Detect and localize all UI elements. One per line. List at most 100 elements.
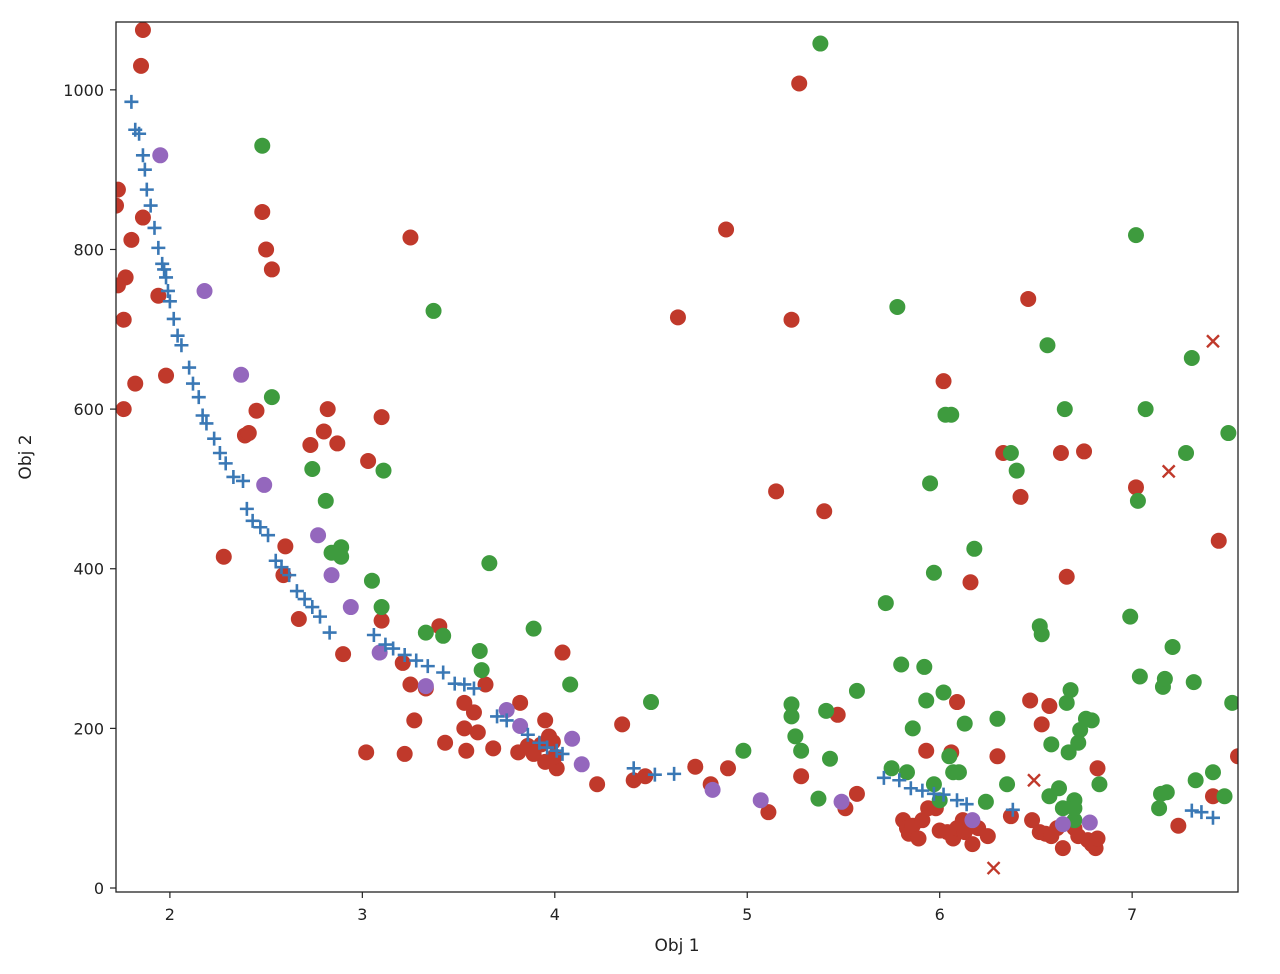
data-point [1089, 760, 1106, 777]
data-point [162, 294, 177, 309]
data-point [916, 658, 933, 675]
data-point [1058, 694, 1075, 711]
data-point [918, 742, 935, 759]
data-point [1054, 816, 1071, 833]
data-point [637, 768, 654, 785]
data-point [147, 220, 162, 235]
data-point [614, 716, 631, 733]
data-point [458, 742, 475, 759]
data-point [1012, 488, 1029, 505]
data-point [1076, 443, 1093, 460]
data-point [375, 462, 392, 479]
data-point [397, 647, 412, 662]
data-point [877, 595, 894, 612]
y-axis: 0 200 400 600 800 1000 [63, 81, 116, 898]
data-point [977, 793, 994, 810]
data-point [1033, 626, 1050, 643]
data-point [378, 637, 393, 652]
data-point [498, 702, 515, 719]
data-point [1027, 773, 1041, 788]
x-tick-label: 4 [550, 905, 560, 924]
data-point [936, 787, 951, 802]
data-point [127, 375, 144, 392]
data-point [1058, 568, 1075, 585]
data-point [950, 764, 967, 781]
data-point [816, 503, 833, 520]
data-point [207, 431, 222, 446]
data-point [253, 520, 268, 535]
data-point [322, 625, 337, 640]
data-point [139, 182, 154, 197]
data-point [116, 277, 126, 294]
data-point [212, 446, 227, 461]
data-point [1187, 772, 1204, 789]
data-point [1210, 532, 1227, 549]
data-point [889, 298, 906, 315]
data-point [848, 785, 865, 802]
data-point [158, 367, 175, 384]
data-point [160, 283, 175, 298]
data-point [1091, 776, 1108, 793]
y-tick-label: 600 [73, 400, 104, 419]
data-point [239, 501, 254, 516]
series-4 [986, 334, 1220, 875]
data-point [1185, 674, 1202, 691]
data-point [915, 783, 930, 798]
data-point [718, 221, 735, 238]
data-point [477, 676, 494, 693]
data-point [956, 824, 973, 841]
data-point [1005, 802, 1020, 817]
data-point [256, 476, 273, 493]
data-point [302, 437, 319, 454]
data-point [417, 624, 434, 641]
data-point [215, 548, 232, 565]
data-point [520, 727, 535, 742]
data-point [768, 483, 785, 500]
data-point [245, 513, 260, 528]
data-point [226, 469, 241, 484]
data-point [166, 311, 181, 326]
data-point [358, 744, 375, 761]
data-point [810, 790, 827, 807]
data-point [935, 684, 952, 701]
data-point [469, 724, 486, 741]
data-point [966, 540, 983, 557]
data-point [1216, 788, 1233, 805]
data-point [282, 568, 297, 583]
data-point [135, 148, 150, 163]
data-point [1070, 734, 1087, 751]
data-point [1183, 350, 1200, 367]
data-point [573, 756, 590, 773]
data-point [892, 773, 907, 788]
data-point [371, 644, 388, 661]
data-point [546, 748, 563, 765]
x-tick-label: 7 [1127, 905, 1137, 924]
data-point [959, 797, 974, 812]
data-point [274, 560, 289, 575]
data-point [564, 730, 581, 747]
data-point [466, 681, 481, 696]
data-point [360, 452, 377, 469]
data-point [248, 402, 265, 419]
data-point [941, 748, 958, 765]
data-point [812, 35, 829, 52]
data-point [1043, 736, 1060, 753]
data-point [687, 758, 704, 775]
data-point [437, 734, 454, 751]
data-point [943, 406, 960, 423]
data-point [555, 746, 570, 761]
data-point [667, 766, 682, 781]
data-point [783, 311, 800, 328]
data-point [116, 181, 126, 198]
data-point [562, 676, 579, 693]
data-point [116, 401, 132, 418]
data-point [342, 599, 359, 616]
data-point [1128, 227, 1144, 244]
data-point [1051, 780, 1068, 797]
data-point [910, 830, 927, 847]
x-tick-label: 3 [357, 905, 367, 924]
data-point [396, 745, 413, 762]
data-point [1194, 805, 1209, 820]
data-point [1081, 814, 1098, 831]
